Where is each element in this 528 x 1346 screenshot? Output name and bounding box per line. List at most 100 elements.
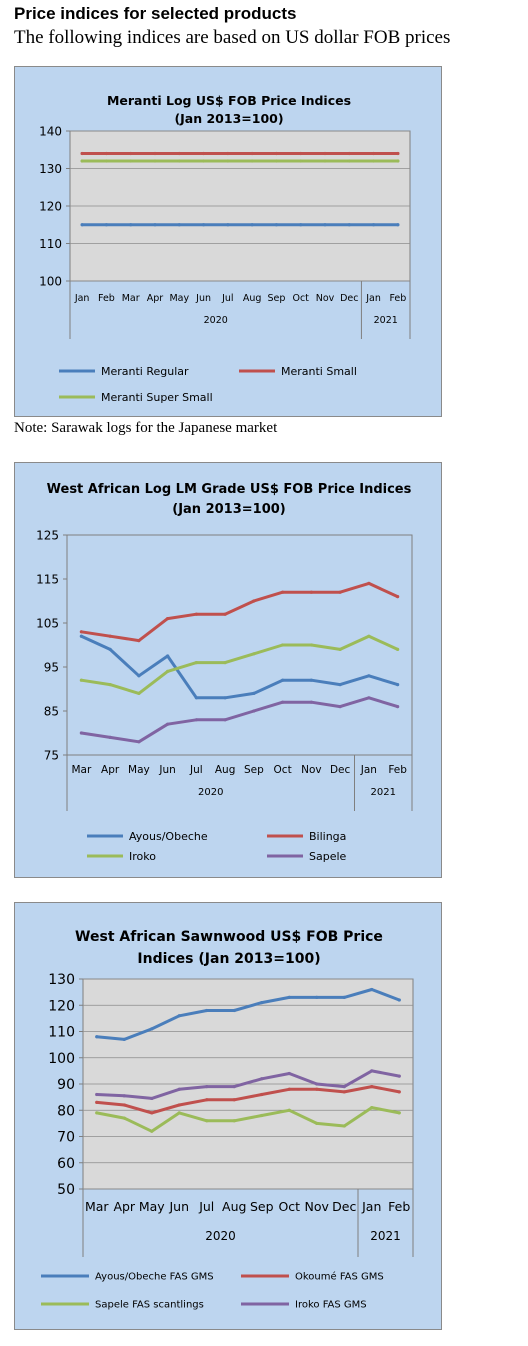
y-tick-label: 60: [57, 1156, 75, 1172]
data-point: [108, 735, 112, 739]
data-point: [226, 159, 230, 163]
west-african-sawnwood-chart-panel: West African Sawnwood US$ FOB Price Indic…: [14, 902, 442, 1330]
y-tick-label: 110: [48, 1025, 75, 1041]
data-point: [166, 617, 170, 621]
data-point: [342, 995, 346, 999]
data-point: [122, 1094, 126, 1098]
data-point: [309, 643, 313, 647]
data-point: [342, 1090, 346, 1094]
data-point: [104, 151, 109, 156]
data-point: [370, 1069, 374, 1073]
data-point: [252, 599, 256, 603]
x-tick-label: Oct: [278, 1199, 300, 1214]
x-tick-label: Nov: [316, 293, 335, 304]
y-tick-label: 115: [36, 572, 59, 586]
x-tick-label: May: [169, 293, 189, 304]
data-point: [260, 1113, 264, 1118]
series-line: [95, 1085, 401, 1115]
data-point: [287, 1087, 291, 1091]
data-point: [367, 674, 371, 678]
legend-label: Ayous/Obeche: [129, 830, 208, 843]
data-point: [80, 151, 84, 156]
data-point: [323, 159, 327, 163]
page-subheading: The following indices are based on US do…: [14, 27, 451, 48]
data-point: [315, 995, 319, 999]
data-point: [166, 654, 170, 658]
data-point: [153, 151, 157, 156]
data-point: [260, 1001, 264, 1005]
x-tick-label: May: [139, 1199, 165, 1214]
x-tick-label: Jul: [221, 293, 233, 304]
series-line: [79, 696, 400, 744]
data-point: [79, 731, 83, 735]
chart-title-line: (Jan 2013=100): [174, 111, 283, 126]
data-point: [347, 151, 351, 156]
data-point: [260, 1077, 264, 1081]
chart-title-line: West African Sawnwood US$ FOB Price: [75, 929, 383, 945]
data-point: [137, 674, 141, 678]
data-point: [166, 669, 170, 673]
data-point: [232, 1085, 236, 1089]
x-tick-label: Jun: [158, 764, 175, 776]
data-point: [274, 223, 279, 227]
chart-title-line: (Jan 2013=100): [172, 502, 285, 517]
x-tick-label: Mar: [71, 764, 91, 776]
x-tick-label: Feb: [388, 764, 407, 776]
data-point: [287, 1071, 291, 1076]
data-point: [150, 1129, 154, 1133]
chart-svg: Meranti Log US$ FOB Price Indices (Jan 20…: [39, 93, 411, 404]
data-point: [177, 1087, 181, 1091]
data-point: [396, 683, 400, 687]
chart-title-line: Indices (Jan 2013=100): [137, 951, 320, 967]
x-tick-label: Oct: [292, 293, 309, 304]
y-tick-label: 95: [44, 660, 59, 674]
data-point: [371, 151, 376, 156]
data-point: [281, 678, 285, 682]
meranti-chart-panel: Meranti Log US$ FOB Price Indices (Jan 20…: [14, 66, 442, 417]
series-line: [95, 1069, 401, 1100]
x-tick-label: Nov: [305, 1199, 330, 1214]
data-point: [232, 1098, 236, 1102]
data-point: [309, 700, 313, 704]
data-point: [104, 223, 109, 227]
data-point: [287, 1108, 291, 1112]
x-tick-label: Jul: [189, 764, 203, 776]
plot-area: [66, 534, 413, 756]
x-tick-label: Jun: [168, 1199, 189, 1214]
legend-label: Sapele: [309, 850, 347, 863]
data-point: [95, 1092, 99, 1097]
data-point: [338, 590, 342, 594]
x-tick-label: Feb: [98, 293, 115, 304]
data-point: [370, 1085, 374, 1089]
data-point: [129, 151, 133, 156]
x-tick-label: Mar: [122, 293, 140, 304]
data-point: [287, 995, 291, 999]
data-point: [153, 223, 157, 227]
data-point: [177, 151, 181, 156]
data-point: [201, 223, 206, 227]
y-tick-label: 120: [48, 998, 75, 1014]
x-tick-label: Feb: [389, 293, 406, 304]
x-tick-label: Dec: [330, 764, 351, 776]
data-point: [347, 223, 351, 227]
data-point: [342, 1085, 346, 1089]
y-tick-label: 120: [39, 199, 62, 213]
data-point: [309, 678, 313, 682]
year-label: 2021: [371, 787, 396, 798]
data-point: [370, 987, 374, 992]
data-point: [299, 159, 303, 163]
data-point: [226, 223, 230, 227]
data-point: [397, 1090, 401, 1094]
data-point: [177, 159, 181, 163]
x-tick-label: Apr: [147, 293, 164, 304]
data-point: [274, 151, 279, 156]
data-point: [367, 696, 371, 700]
data-point: [137, 639, 141, 643]
data-point: [299, 151, 303, 156]
x-tick-label: Nov: [301, 764, 322, 776]
data-point: [299, 223, 303, 227]
data-point: [79, 630, 83, 634]
series-line: [95, 988, 401, 1041]
data-point: [371, 159, 376, 163]
data-point: [108, 683, 112, 687]
